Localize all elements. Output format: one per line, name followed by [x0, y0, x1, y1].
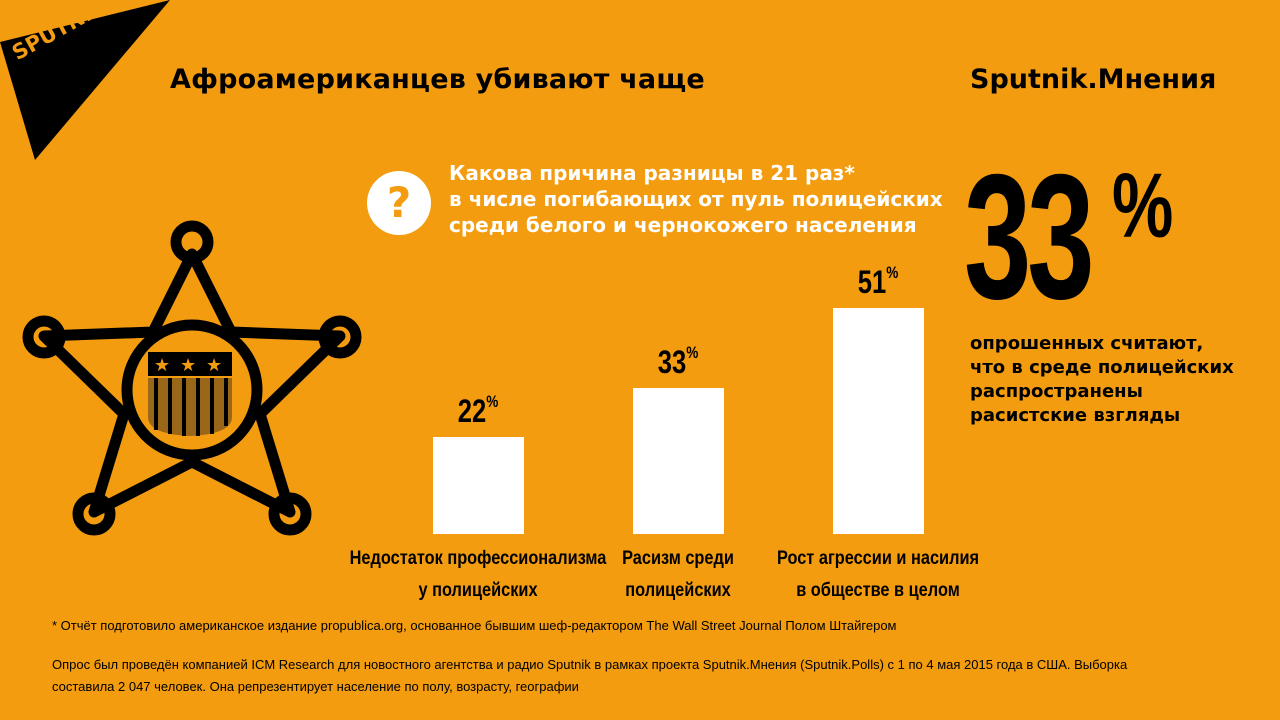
bar-category-line: у полицейских [418, 580, 538, 601]
bar-1 [432, 437, 524, 534]
svg-text:★: ★ [206, 355, 222, 376]
bar-value-unit: % [486, 392, 499, 411]
bar-value-label: 33% [634, 343, 722, 380]
question-icon: ? [367, 171, 431, 235]
question-mark: ? [386, 178, 412, 227]
bar-value-number: 51 [857, 264, 887, 300]
bar-value-label: 22% [434, 392, 522, 429]
bar-category-label: Расизм среди полицейских [549, 543, 807, 607]
sheriff-star-icon: ★ ★ ★ [22, 220, 362, 536]
highlight-line: распространены [970, 381, 1143, 402]
highlight-percent: % [1112, 155, 1174, 257]
bar-category-line: Рост агрессии и насилия [776, 548, 980, 569]
logo-triangle [0, 0, 170, 160]
bar-category-line: Недостаток профессионализма [349, 548, 607, 569]
question-line: Какова причина разницы в 21 раз* [449, 161, 855, 185]
highlight-description: опрошенных считают, что в среде полицейс… [970, 332, 1270, 428]
question-line: в числе погибающих от пуль полицейских [449, 187, 943, 211]
brand-title: Sputnik.Мнения [970, 64, 1217, 95]
bar-value-unit: % [886, 263, 899, 282]
survey-info: Опрос был проведён компанией ICM Researc… [52, 654, 1222, 698]
highlight-line: опрошенных считают, [970, 333, 1204, 354]
survey-line: составила 2 047 человек. Она репрезентир… [52, 679, 579, 694]
footnote: * Отчёт подготовило американское издание… [52, 618, 897, 633]
bar-category-line: Расизм среди [622, 548, 734, 569]
bar-category-label: Недостаток профессионализма у полицейских [349, 543, 607, 607]
highlight-line: что в среде полицейских [970, 357, 1234, 378]
question-line: среди белого и чернокожего населения [449, 213, 917, 237]
bar-value-unit: % [686, 343, 699, 362]
bar-3 [832, 308, 924, 534]
bar-category-line: в обществе в целом [796, 580, 960, 601]
page-title: Афроамериканцев убивают чаще [170, 64, 705, 95]
bar-value-label: 51% [834, 263, 922, 300]
survey-line: Опрос был проведён компанией ICM Researc… [52, 657, 1128, 672]
svg-text:★: ★ [154, 355, 170, 376]
bar-category-line: полицейских [625, 580, 731, 601]
chart-question: Какова причина разницы в 21 раз* в числе… [449, 160, 949, 238]
bar-value-number: 22 [457, 393, 487, 429]
highlight-line: расистские взгляды [970, 405, 1181, 426]
bar-category-label: Рост агрессии и насилия в обществе в цело… [749, 543, 1007, 607]
bar-2 [632, 388, 724, 534]
highlight-value: 33 [964, 137, 1095, 336]
svg-text:★: ★ [180, 355, 196, 376]
bar-value-number: 33 [657, 344, 687, 380]
